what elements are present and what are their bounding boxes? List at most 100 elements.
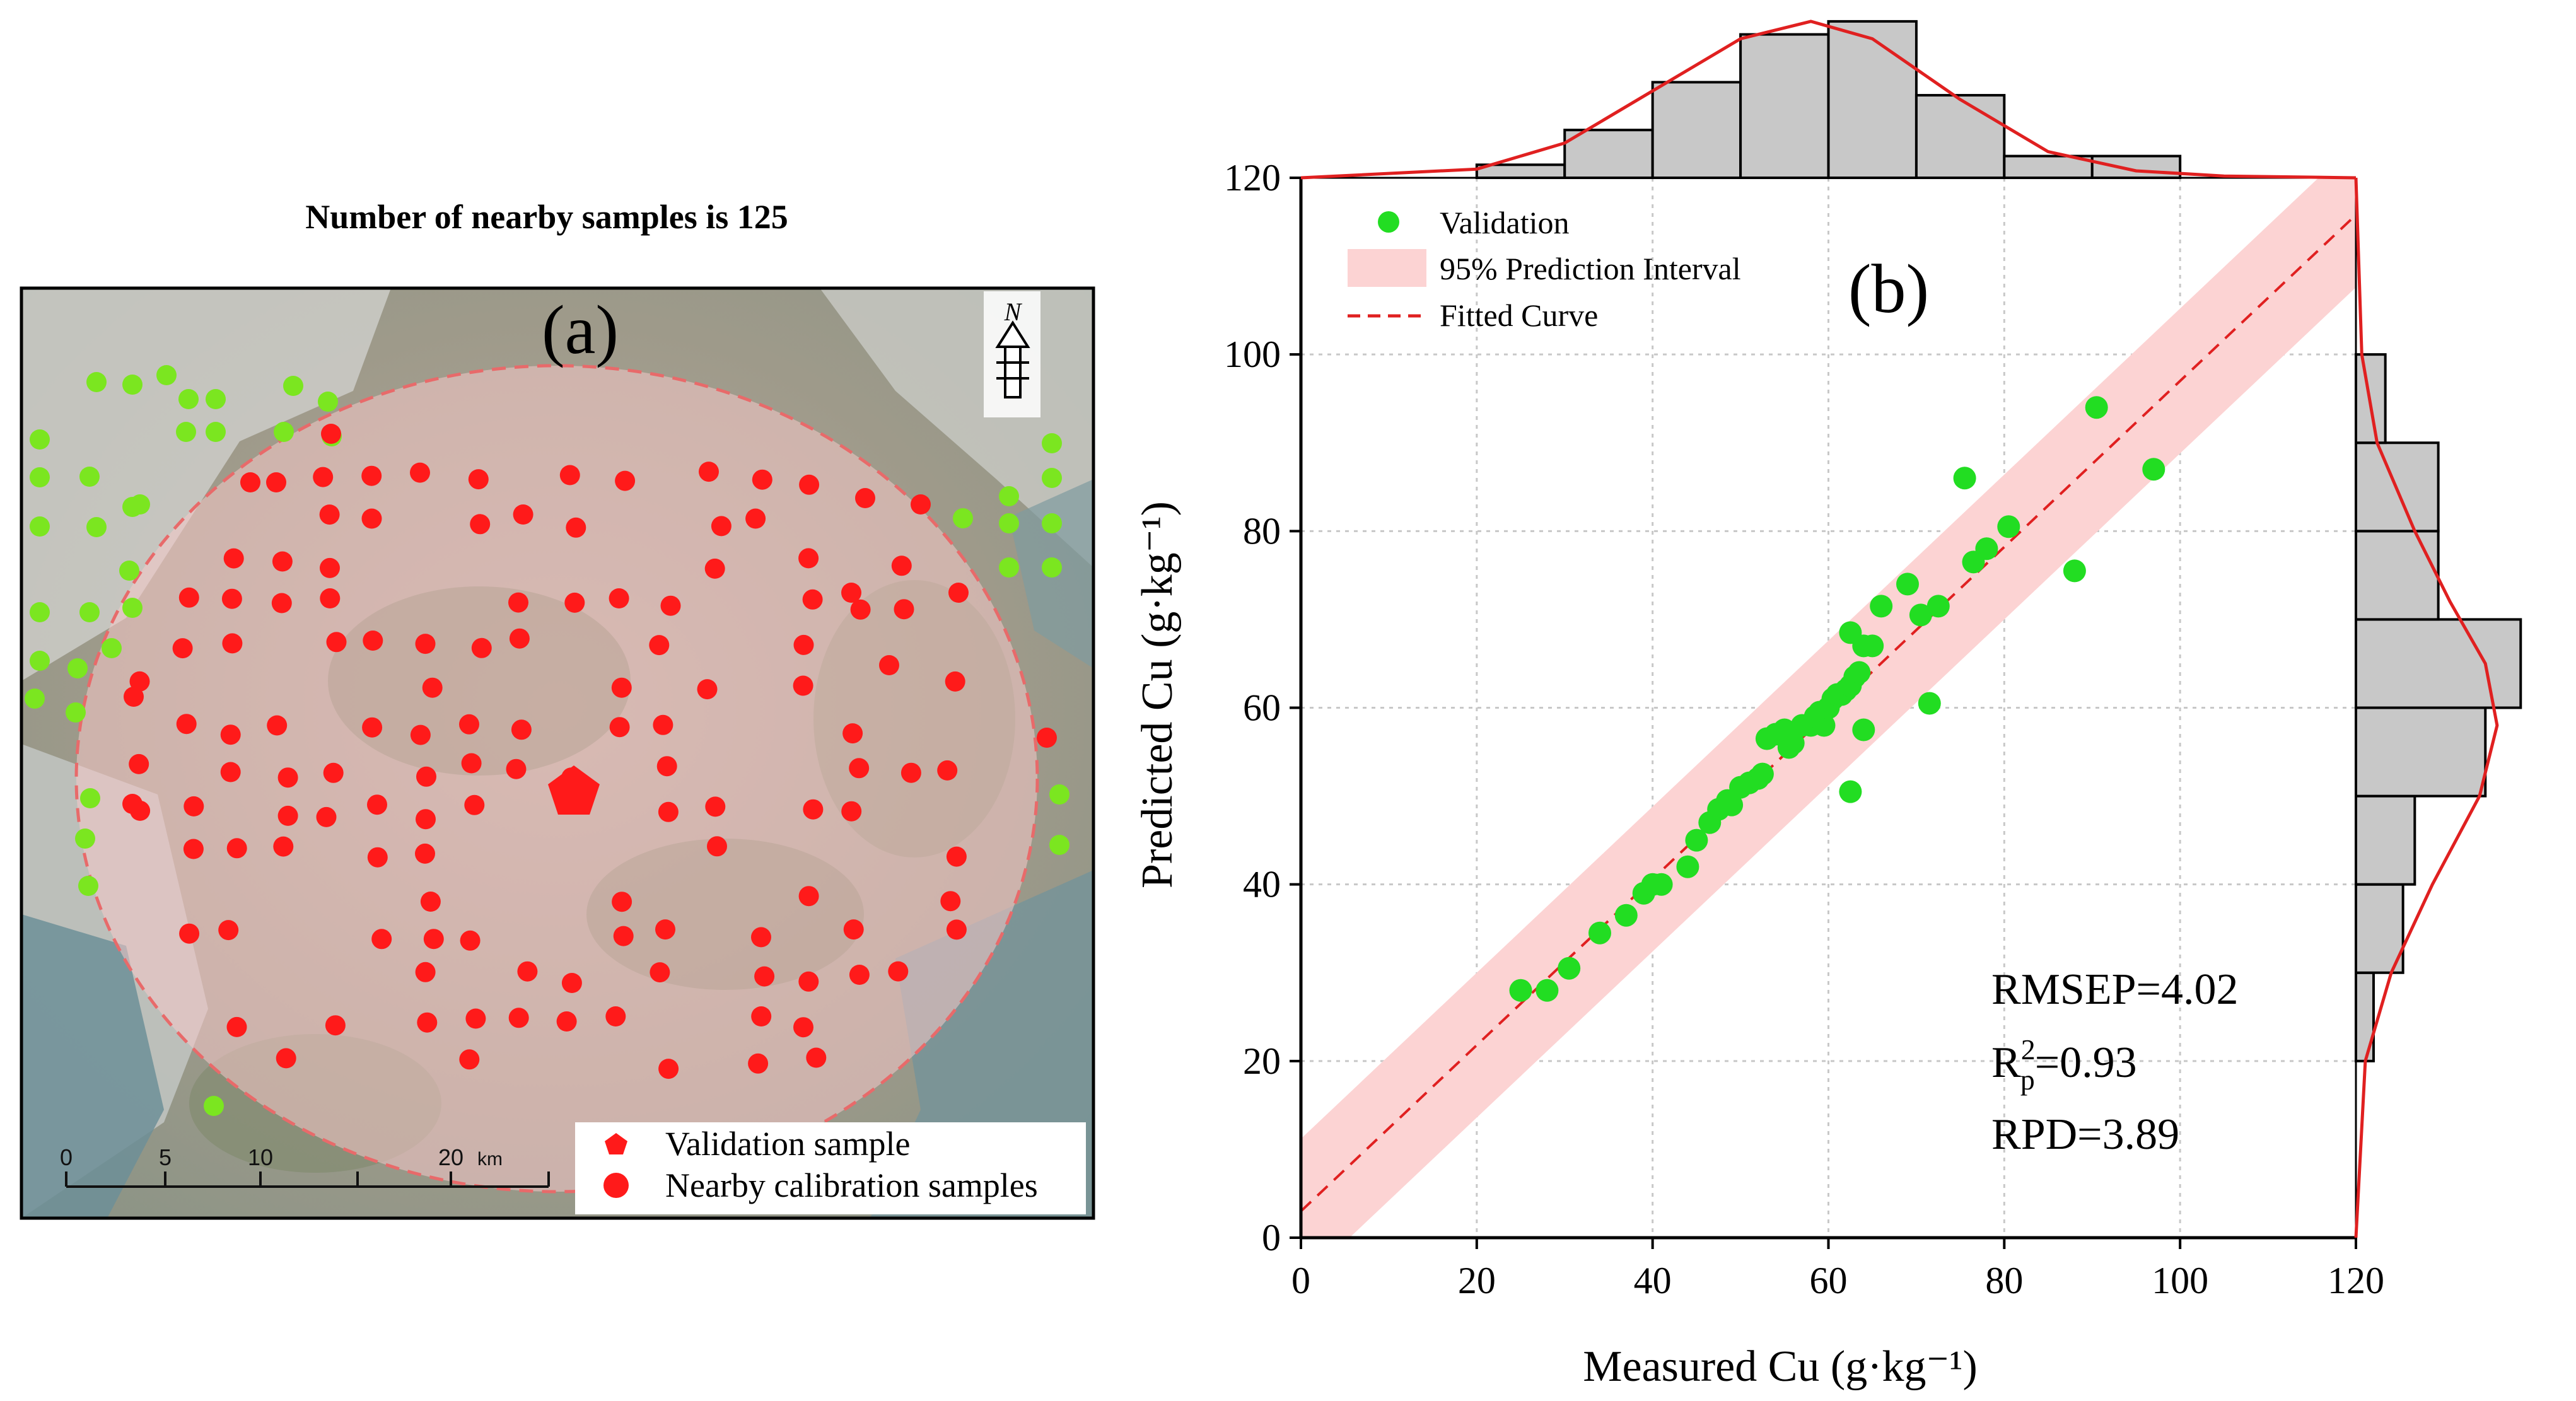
y-tick-label: 80: [1243, 510, 1281, 552]
calibration-sample-point: [415, 843, 435, 864]
validation-point: [1861, 634, 1884, 658]
validation-point: [2063, 559, 2086, 583]
stat-r2-sub: p: [2020, 1064, 2035, 1096]
calibration-sample-point: [363, 631, 383, 651]
calibration-sample-point: [948, 583, 969, 603]
calibration-sample-point: [707, 836, 727, 857]
y-tick-label: 20: [1243, 1040, 1281, 1082]
calibration-sample-point: [653, 714, 673, 735]
calibration-sample-point: [367, 847, 388, 868]
calibration-sample-point: [323, 762, 344, 783]
calibration-sample-point: [361, 465, 382, 486]
calibration-sample-point: [564, 592, 585, 613]
top-hist-bar: [1563, 129, 1654, 180]
calibration-sample-point: [649, 635, 670, 656]
other-sample-point: [1049, 784, 1069, 805]
calibration-sample-point: [511, 719, 532, 740]
calibration-sample-point: [605, 1006, 626, 1026]
calibration-sample-point: [752, 469, 772, 490]
sea-sw: [21, 914, 164, 1218]
other-sample-point: [999, 486, 1019, 506]
calibration-sample-point: [656, 756, 677, 777]
calibration-sample-point: [220, 762, 241, 782]
calibration-sample-point: [326, 632, 347, 653]
calibration-sample-point: [271, 593, 292, 613]
calibration-sample-point: [799, 474, 820, 495]
calibration-sample-point: [798, 548, 819, 569]
calibration-sample-point: [319, 504, 340, 525]
validation-point: [1720, 793, 1744, 817]
other-sample-point: [67, 658, 88, 678]
right-hist-bar: [2355, 706, 2487, 798]
other-sample-point: [1042, 557, 1062, 578]
validation-point: [1953, 467, 1976, 490]
calibration-sample-point: [658, 1059, 679, 1079]
stat-rmsep: RMSEP=4.02: [1991, 965, 2239, 1014]
calibration-sample-point: [1037, 728, 1057, 748]
map-panel-label: (a): [542, 291, 619, 368]
y-tick-label: 100: [1224, 334, 1281, 375]
other-sample-point: [318, 392, 338, 412]
scatter-panel: 0 20 40 60 80 100 120 0 20 40 60 80 100 120: [1224, 20, 2522, 1301]
other-sample-point: [130, 494, 150, 514]
validation-point: [1896, 573, 1919, 596]
stat-r2-prefix: R: [1991, 1038, 2021, 1087]
calibration-sample-point: [221, 588, 242, 609]
validation-point: [1848, 661, 1871, 684]
fitted-line: [1301, 214, 2356, 1212]
calibration-sample-point: [124, 687, 144, 707]
calibration-sample-point: [122, 794, 143, 814]
other-sample-point: [86, 372, 107, 392]
other-sample-point: [1049, 835, 1069, 855]
calibration-sample-point: [803, 799, 824, 820]
validation-point: [1536, 979, 1559, 1002]
validation-point: [1588, 921, 1611, 945]
calibration-sample-point: [911, 494, 931, 514]
validation-point: [1870, 595, 1893, 618]
y-tick-label: 120: [1224, 157, 1281, 199]
calibration-sample-point: [855, 488, 875, 508]
calibration-sample-point: [843, 919, 864, 940]
other-sample-point: [122, 598, 143, 618]
map-frame: [20, 286, 1095, 1220]
calibration-sample-point: [416, 766, 436, 787]
validation-point: [1926, 595, 1950, 618]
calibration-sample-point: [362, 717, 383, 738]
validation-point: [1614, 904, 1638, 927]
validation-point: [1650, 873, 1673, 896]
calibration-sample-point: [945, 671, 965, 692]
legend-fit-text: Fitted Curve: [1440, 298, 1598, 333]
legend-validation-label: Validation sample: [665, 1125, 910, 1163]
calibration-sample-point: [894, 599, 914, 620]
calibration-sample-point: [556, 1011, 577, 1032]
calibration-sample-point: [609, 717, 630, 738]
right-histogram: [2354, 177, 2522, 1238]
legend-calibration-label: Nearby calibration samples: [665, 1166, 1038, 1204]
legend-validation-marker: [605, 1133, 627, 1154]
calibration-sample-point: [566, 517, 586, 538]
calibration-sample-point: [460, 930, 481, 951]
top-hist-bar: [1651, 81, 1742, 179]
calibration-sample-point: [802, 589, 823, 610]
top-hist-bar: [1915, 94, 2006, 179]
calibration-sample-point: [509, 628, 530, 649]
legend-interval-swatch: [1348, 249, 1426, 287]
calibration-sample-point: [417, 1012, 438, 1033]
stats-block: RMSEP=4.02 R2 p=0.93 RPD=3.89: [1991, 965, 2239, 1159]
calibration-sample-point: [745, 508, 766, 529]
validation-point: [2142, 458, 2165, 481]
scatter-tick-labels: 0 20 40 60 80 100 120 0 20 40 60 80 100 120: [1224, 157, 2384, 1301]
scale-tick-0: 0: [60, 1144, 73, 1170]
legend-validation-dot: [1378, 211, 1399, 233]
other-sample-point: [79, 602, 100, 622]
calibration-sample-point: [420, 892, 441, 912]
calibration-sample-point: [371, 929, 392, 950]
calibration-sample-point: [321, 424, 341, 444]
map-legend: Validation sample Nearby calibration sam…: [575, 1122, 1086, 1214]
scale-tick-10: 10: [248, 1144, 273, 1170]
validation-point: [1509, 979, 1532, 1002]
calibration-sample-point: [711, 516, 731, 537]
scale-unit: km: [477, 1149, 503, 1170]
calibration-sample-point: [220, 724, 241, 745]
calibration-sample-point: [751, 927, 771, 948]
